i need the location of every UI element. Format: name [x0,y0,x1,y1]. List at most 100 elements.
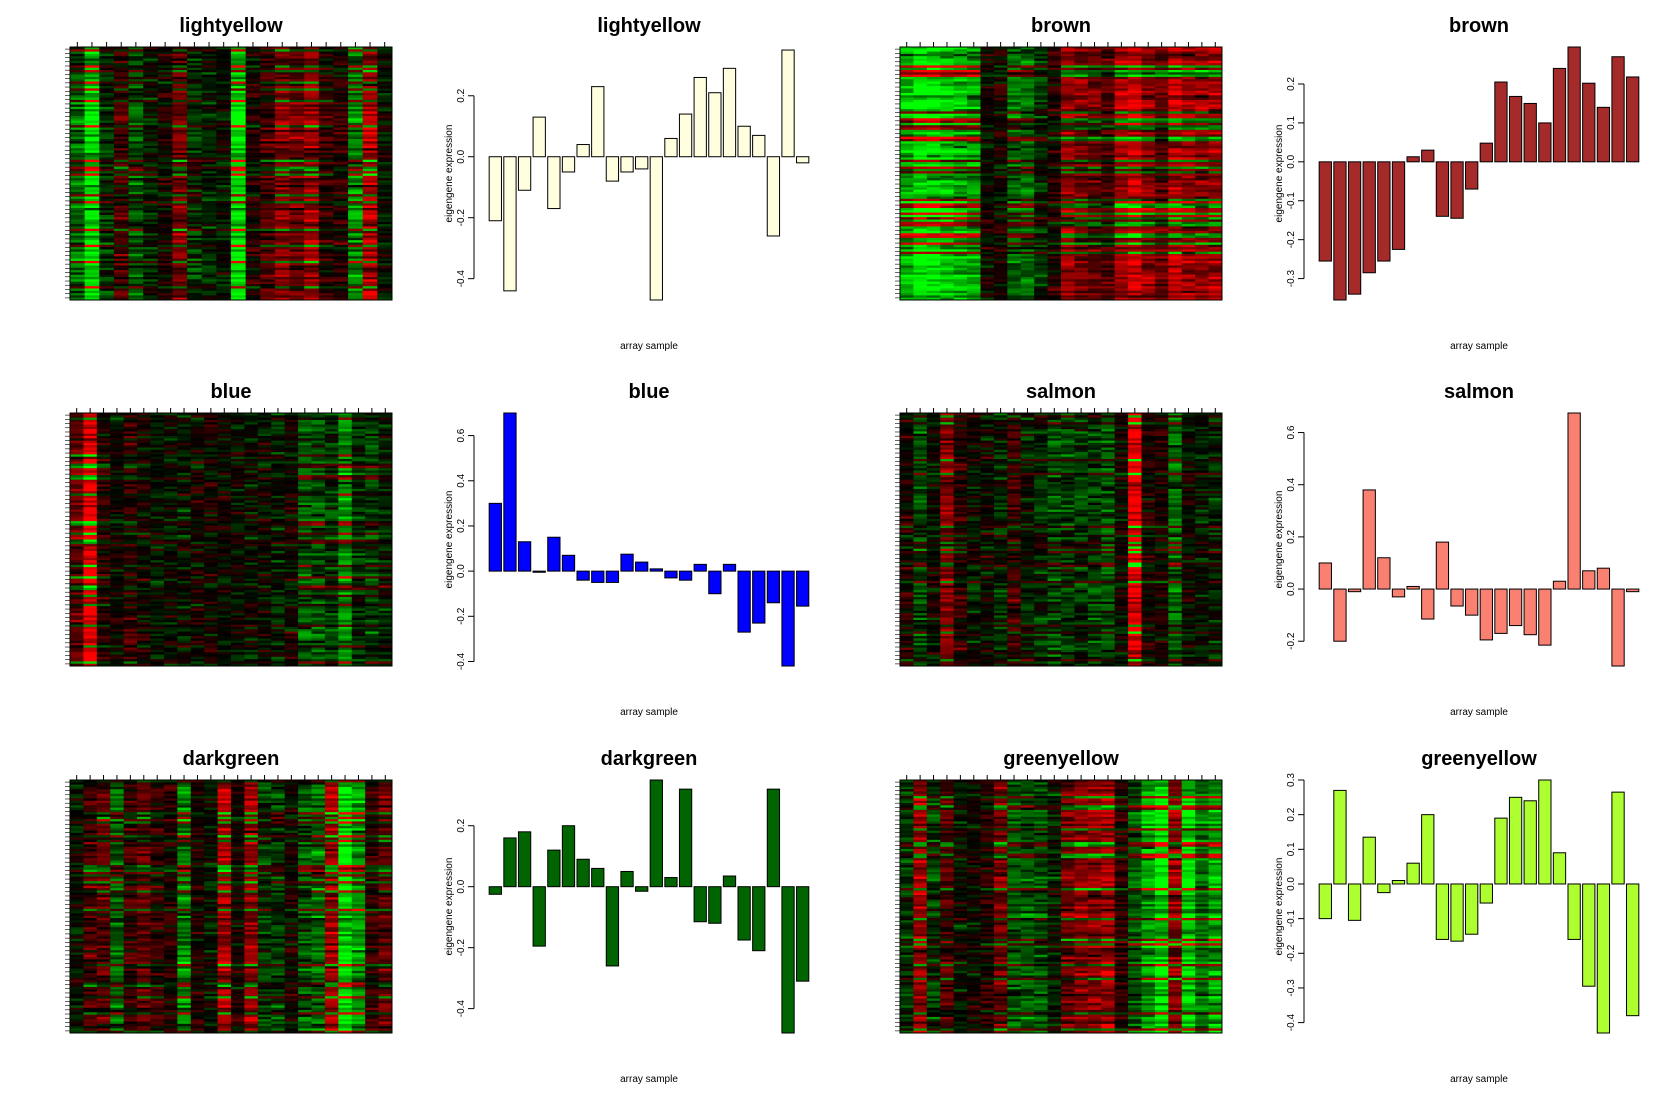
heatmap-cell [940,100,954,103]
heatmap-cell [290,132,305,135]
heatmap-cell [1007,185,1021,188]
bar [723,68,735,156]
heatmap-cell [129,118,144,121]
heatmap-cell [246,93,261,96]
heatmap-cell [1101,114,1115,117]
heatmap-cell [1007,118,1021,121]
heatmap-cell [172,275,187,278]
heatmap-cell [333,291,348,294]
heatmap-cell [1209,243,1223,246]
heatmap-cell [1115,123,1129,126]
heatmap-cell [1021,268,1035,271]
heatmap-cell [290,169,305,172]
heatmap-cell [187,240,202,243]
heatmap-cell [1155,178,1169,181]
heatmap-cell [290,194,305,197]
heatmap-cell [1088,153,1102,156]
heatmap-cell [304,98,319,101]
heatmap-cell [158,286,173,289]
heatmap-cell [1034,56,1048,59]
heatmap-cell [1034,174,1048,177]
heatmap-cell [1048,263,1062,266]
heatmap-cell [172,270,187,273]
heatmap-cell [1074,148,1088,151]
heatmap-cell [275,93,290,96]
heatmap-cell [348,148,363,151]
heatmap-cell [954,139,968,142]
heatmap-cell [1155,190,1169,193]
heatmap-cell [99,169,114,172]
heatmap-cell [1182,261,1196,264]
heatmap-cell [304,157,319,160]
heatmap-cell [363,293,378,296]
heatmap-cell [172,114,187,117]
heatmap-cell [231,171,246,174]
heatmap-cell [290,282,305,285]
heatmap-cell [85,286,100,289]
heatmap-cell [377,109,392,112]
heatmap-cell [202,263,217,266]
heatmap-cell [1048,111,1062,114]
heatmap-cell [377,263,392,266]
heatmap-cell [158,79,173,82]
heatmap-cell [363,70,378,73]
heatmap-cell [143,84,158,87]
heatmap-cell [377,72,392,75]
heatmap-cell [377,261,392,264]
heatmap-cell [1048,98,1062,101]
heatmap-cell [304,56,319,59]
heatmap-cell [1007,192,1021,195]
heatmap-cell [1007,102,1021,105]
heatmap-cell [1209,270,1223,273]
heatmap-cell [900,270,914,273]
heatmap-cell [187,190,202,193]
heatmap-cell [954,261,968,264]
heatmap-cell [377,295,392,298]
heatmap-cell [1128,123,1142,126]
heatmap-cell [1061,167,1075,170]
heatmap-cell [348,295,363,298]
heatmap-cell [1168,72,1182,75]
heatmap-cell [348,109,363,112]
heatmap-cell [1168,128,1182,131]
heatmap-cell [1142,192,1156,195]
heatmap-cell [260,155,275,158]
heatmap-cell [377,157,392,160]
heatmap-cell [940,77,954,80]
heatmap-cell [1061,130,1075,133]
heatmap-cell [994,65,1008,68]
heatmap-cell [1048,65,1062,68]
heatmap-cell [319,146,334,149]
heatmap-cell [187,295,202,298]
heatmap-cell [143,180,158,183]
heatmap-cell [114,137,129,140]
heatmap-cell [143,286,158,289]
heatmap-cell [172,141,187,144]
heatmap-cell [158,183,173,186]
heatmap-cell [246,54,261,57]
heatmap-cell [246,226,261,229]
heatmap-cell [260,121,275,124]
heatmap-cell [1142,130,1156,133]
heatmap-cell [333,82,348,85]
heatmap-cell [129,213,144,216]
heatmap-cell [940,162,954,165]
heatmap-cell [172,102,187,105]
heatmap-cell [129,183,144,186]
heatmap-cell [246,109,261,112]
heatmap-cell [187,178,202,181]
bar [767,157,779,236]
heatmap-cell [1168,109,1182,112]
heatmap-cell [1142,169,1156,172]
heatmap-cell [967,222,981,225]
heatmap-cell [143,82,158,85]
heatmap-cell [216,114,231,117]
heatmap-cell [143,272,158,275]
heatmap-cell [202,72,217,75]
heatmap-cell [114,180,129,183]
heatmap-cell [260,224,275,227]
heatmap-cell [1048,222,1062,225]
heatmap-cell [260,213,275,216]
heatmap-cell [1195,155,1209,158]
heatmap-cell [913,226,927,229]
